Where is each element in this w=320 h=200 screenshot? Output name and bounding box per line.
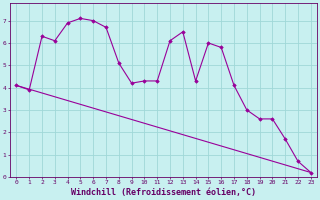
X-axis label: Windchill (Refroidissement éolien,°C): Windchill (Refroidissement éolien,°C)	[71, 188, 256, 197]
